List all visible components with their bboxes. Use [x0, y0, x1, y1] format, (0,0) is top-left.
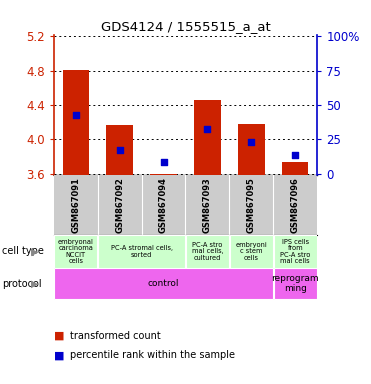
Text: PC-A stro
mal cells,
cultured: PC-A stro mal cells, cultured	[192, 242, 223, 261]
Bar	[194, 100, 221, 175]
Text: cell type: cell type	[2, 247, 44, 257]
Bar	[54, 268, 273, 299]
Text: GSM867095: GSM867095	[247, 177, 256, 233]
Bar	[98, 235, 185, 268]
Text: ■: ■	[54, 331, 64, 341]
Bar	[230, 235, 273, 268]
Bar	[274, 235, 317, 268]
Bar	[186, 235, 229, 268]
Point	[116, 147, 122, 153]
Text: GSM867091: GSM867091	[71, 177, 80, 233]
Text: embryoni
c stem
cells: embryoni c stem cells	[236, 242, 267, 261]
Text: GSM867093: GSM867093	[203, 177, 212, 233]
Point	[204, 126, 210, 132]
Point	[249, 139, 255, 145]
Text: ■: ■	[54, 350, 64, 360]
Text: reprogram
ming: reprogram ming	[272, 274, 319, 293]
Bar	[274, 268, 317, 299]
Bar	[106, 125, 133, 175]
Text: PC-A stromal cells,
sorted: PC-A stromal cells, sorted	[111, 245, 173, 258]
Text: GSM867094: GSM867094	[159, 177, 168, 233]
Text: embryonal
carcinoma
NCCIT
cells: embryonal carcinoma NCCIT cells	[58, 238, 94, 264]
Text: transformed count: transformed count	[70, 331, 161, 341]
Point	[292, 152, 298, 158]
Bar	[63, 70, 89, 175]
Text: IPS cells
from
PC-A stro
mal cells: IPS cells from PC-A stro mal cells	[280, 238, 311, 264]
Text: ▶: ▶	[31, 279, 38, 289]
Text: ▶: ▶	[31, 247, 38, 257]
Bar	[150, 174, 177, 175]
Text: percentile rank within the sample: percentile rank within the sample	[70, 350, 236, 360]
Bar	[282, 162, 308, 175]
Text: GSM867096: GSM867096	[291, 177, 300, 233]
Text: control: control	[148, 279, 179, 288]
Text: protocol: protocol	[2, 279, 42, 289]
Bar	[54, 235, 97, 268]
Bar	[238, 124, 265, 175]
Text: GSM867092: GSM867092	[115, 177, 124, 233]
Point	[73, 112, 79, 118]
Title: GDS4124 / 1555515_a_at: GDS4124 / 1555515_a_at	[101, 20, 270, 33]
Point	[161, 159, 167, 166]
